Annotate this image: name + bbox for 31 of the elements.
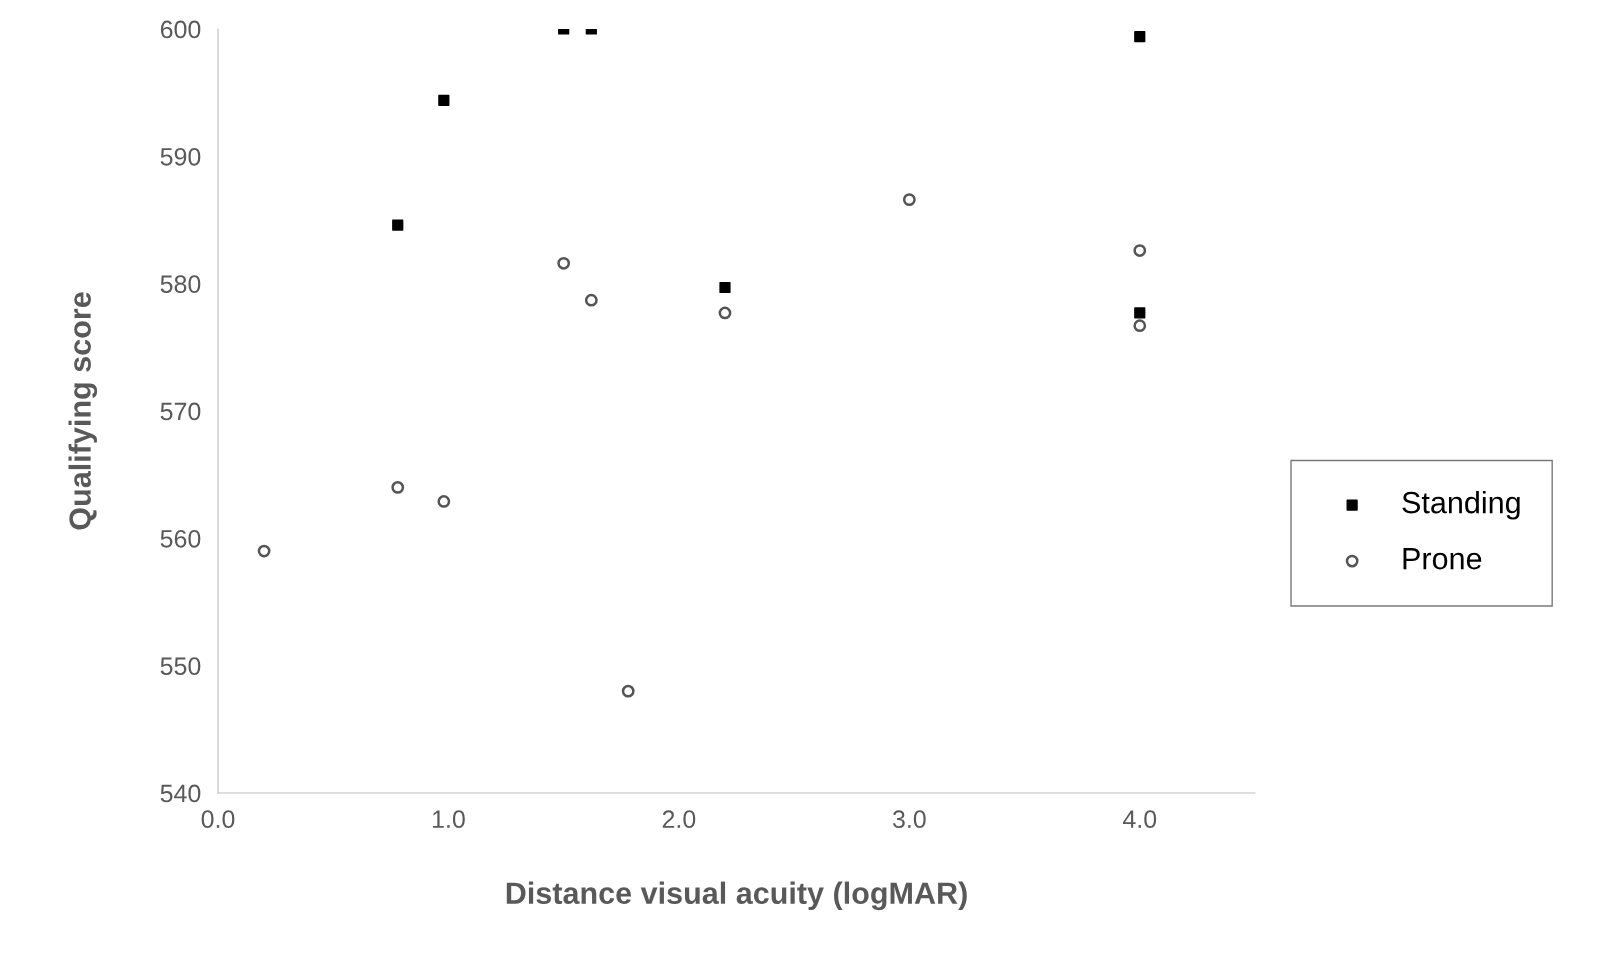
legend-label: Standing [1402, 491, 1520, 520]
y-tick-label: 580 [160, 275, 201, 293]
point [437, 495, 451, 508]
point [902, 193, 916, 207]
y-tick-label: 590 [160, 147, 201, 166]
x-tick-label: 1.0 [432, 810, 465, 829]
y-tick-label: 550 [160, 657, 201, 675]
point [621, 684, 635, 698]
y-tick-label: 540 [160, 784, 201, 803]
y-tick-label: 570 [160, 402, 201, 421]
point [1134, 307, 1146, 319]
point [438, 94, 450, 106]
point [257, 544, 271, 558]
x-tick-label: 3.0 [892, 810, 926, 829]
point [719, 281, 731, 294]
legend-label: Prone [1403, 548, 1482, 570]
x-tick-label: 4.0 [1122, 810, 1157, 829]
point [718, 306, 732, 320]
x-axis-title: Distance visual acuity (logMAR) [506, 881, 967, 911]
y-axis-title: Qualifying score [68, 292, 98, 530]
y-tick-label: 600 [160, 20, 201, 39]
y-tick-label: 560 [160, 529, 201, 548]
x-tick-label: 0.0 [201, 810, 235, 829]
point [1133, 244, 1147, 257]
point [557, 256, 571, 270]
point [1133, 319, 1147, 333]
point [391, 481, 405, 494]
point [1134, 31, 1146, 43]
x-tick-label: 2.0 [662, 810, 696, 829]
point [392, 219, 404, 231]
point [584, 293, 598, 307]
